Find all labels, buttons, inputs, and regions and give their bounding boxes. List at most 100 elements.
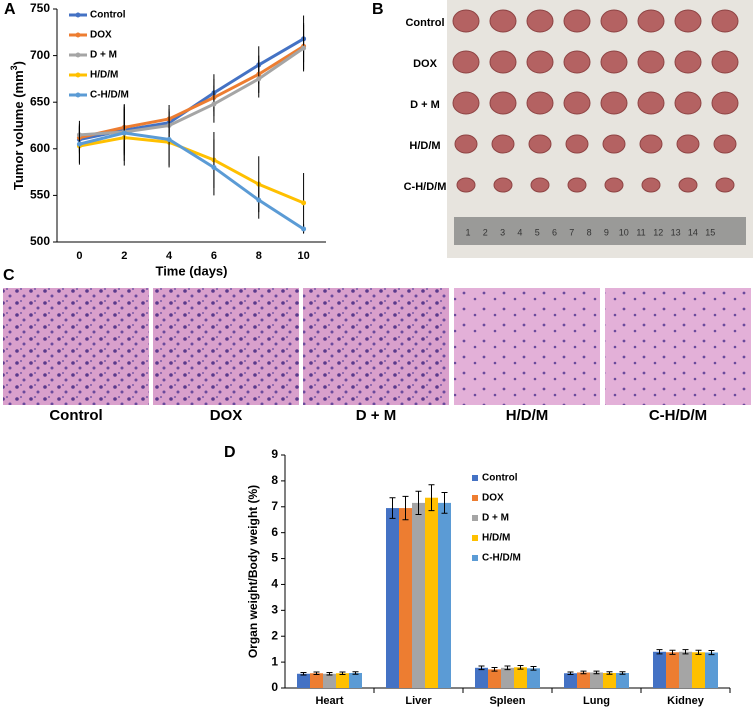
legend-swatch	[472, 535, 478, 541]
tumor	[563, 50, 591, 74]
tumor	[637, 50, 665, 74]
tumor	[452, 91, 480, 115]
tumor	[489, 9, 517, 33]
y-axis-title-part: Tumor volume (mm	[11, 70, 26, 190]
x-tick-label: Spleen	[489, 695, 525, 707]
tumor	[526, 50, 554, 74]
ruler-label: 3	[500, 227, 505, 237]
ruler-label: 11	[636, 227, 645, 237]
panel-label: B	[372, 1, 384, 18]
ruler-label: 15	[705, 227, 715, 237]
point	[301, 200, 307, 206]
y-tick-label: 550	[30, 188, 50, 202]
ruler-label: 12	[653, 227, 663, 237]
ruler-label: 14	[688, 227, 698, 237]
tumor	[600, 9, 628, 33]
error-bar	[517, 664, 524, 670]
legend-label: DOX	[482, 493, 504, 504]
x-tick-label: Heart	[315, 695, 343, 707]
bar	[501, 667, 514, 688]
y-tick-label: 750	[30, 1, 50, 15]
legend-label: Control	[482, 473, 518, 484]
bar	[425, 497, 438, 688]
error-bar	[682, 649, 689, 655]
y-tick-label: 650	[30, 94, 50, 108]
error-bar	[695, 649, 702, 655]
x-tick-label: 8	[256, 250, 262, 262]
point	[211, 164, 217, 170]
tumor	[491, 134, 515, 154]
legend-marker	[75, 92, 81, 98]
series-line	[79, 46, 305, 137]
point	[301, 226, 307, 232]
bar	[399, 508, 412, 688]
histology-image	[605, 288, 751, 405]
ruler-label: 7	[569, 227, 574, 237]
error-bar	[491, 667, 498, 672]
ruler-label: 9	[604, 227, 609, 237]
tumor	[713, 134, 737, 154]
tumor	[600, 50, 628, 74]
bar	[705, 652, 718, 688]
error-bar	[656, 649, 663, 655]
legend-marker	[75, 32, 81, 38]
y-tick-label: 6	[271, 525, 278, 539]
histology-label: Control	[49, 407, 102, 424]
error-bar	[504, 665, 511, 671]
histology-label: H/D/M	[506, 407, 549, 424]
point	[121, 130, 127, 136]
legend-label: H/D/M	[90, 70, 118, 81]
error-bar	[708, 649, 715, 656]
error-bar	[441, 492, 448, 514]
ruler-label: 2	[483, 227, 488, 237]
bar	[616, 672, 629, 688]
point	[256, 76, 262, 82]
legend-swatch	[472, 475, 478, 481]
bar	[514, 667, 527, 688]
tumor	[526, 9, 554, 33]
tumor	[604, 177, 624, 193]
series-line	[79, 131, 305, 231]
panel-label: A	[4, 1, 16, 18]
bar	[297, 673, 310, 688]
point	[301, 45, 307, 51]
tumor	[454, 134, 478, 154]
y-axis-title: Tumor volume (mm3)	[9, 61, 26, 190]
legend-swatch	[472, 495, 478, 501]
histology-image	[3, 288, 149, 405]
ruler-label: 6	[552, 227, 557, 237]
y-tick-label: 4	[271, 577, 278, 591]
tumor	[674, 50, 702, 74]
error-bar	[669, 649, 676, 655]
bar	[336, 673, 349, 688]
tumor-photo	[447, 0, 753, 258]
bar	[692, 652, 705, 688]
tumor	[528, 134, 552, 154]
tumor	[674, 9, 702, 33]
tumor	[452, 50, 480, 74]
panel-label: D	[224, 444, 236, 461]
tumor	[641, 177, 661, 193]
ruler-label: 1	[465, 227, 470, 237]
y-tick-label: 500	[30, 234, 50, 248]
legend-swatch	[472, 515, 478, 521]
bar	[310, 673, 323, 688]
row-label: Control	[405, 17, 444, 29]
y-tick-label: 1	[271, 654, 278, 668]
x-tick-label: Liver	[405, 695, 432, 707]
x-tick-label: 4	[166, 250, 173, 262]
tumor	[637, 9, 665, 33]
panel-label: C	[3, 267, 15, 284]
error-bar	[352, 671, 359, 675]
error-bar	[339, 671, 346, 676]
row-label: C-H/D/M	[404, 181, 447, 193]
bar	[349, 672, 362, 688]
bar	[564, 673, 577, 688]
row-label: DOX	[413, 58, 438, 70]
legend-label: H/D/M	[482, 533, 510, 544]
bar	[488, 669, 501, 688]
tumor	[526, 91, 554, 115]
legend-label: D + M	[482, 513, 509, 524]
x-tick-label: 10	[297, 250, 309, 262]
